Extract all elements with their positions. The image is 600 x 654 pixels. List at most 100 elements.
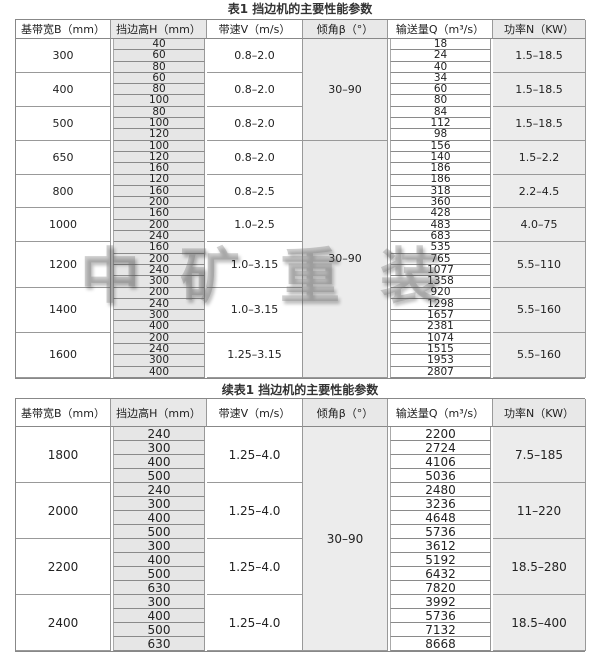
- capacity-cell: 2480: [390, 483, 491, 497]
- belt-width-cell: 300: [16, 39, 111, 73]
- capacity-cell: 186: [390, 163, 491, 175]
- flange-height-cell: 240: [113, 427, 205, 441]
- capacity-cell: 535: [390, 242, 491, 254]
- flange-height-cell: 400: [113, 366, 205, 378]
- belt-speed-cell: 0.8–2.0: [207, 140, 303, 175]
- table1: 基带宽B（mm） 挡边高H（mm） 带速V（m/s） 倾角β（°） 输送量Q（m³/s）…: [15, 19, 586, 379]
- flange-height-cell: 400: [113, 609, 205, 623]
- capacity-cell: 4106: [390, 455, 491, 469]
- flange-height-cell: 240: [113, 298, 205, 311]
- flange-height-cell: 500: [113, 623, 205, 637]
- column-header: 功率N（KW）: [493, 20, 586, 39]
- flange-height-cell: 240: [113, 344, 205, 356]
- column-header: 输送量Q（m³/s）: [388, 399, 493, 427]
- belt-width-cell: 800: [16, 174, 111, 209]
- flange-height-cell: 400: [113, 553, 205, 567]
- belt-speed-cell: 1.25–4.0: [207, 595, 303, 651]
- belt-speed-cell: 1.0–2.5: [207, 208, 303, 243]
- flange-height-cell: 60: [113, 72, 205, 85]
- belt-speed-cell: 1.25–4.0: [207, 483, 303, 539]
- capacity-cell: 2381: [390, 321, 491, 333]
- column-header: 挡边高H（mm）: [111, 399, 207, 427]
- power-cell: 5.5–160: [493, 332, 586, 378]
- flange-height-cell: 630: [113, 581, 205, 595]
- capacity-cell: 1358: [390, 276, 491, 288]
- capacity-cell: 80: [390, 95, 491, 107]
- power-cell: 1.5–2.2: [493, 140, 586, 175]
- capacity-cell: 140: [390, 151, 491, 164]
- flange-height-cell: 100: [113, 95, 205, 107]
- capacity-cell: 7132: [390, 623, 491, 637]
- power-cell: 1.5–18.5: [493, 39, 586, 73]
- flange-height-cell: 240: [113, 231, 205, 243]
- capacity-cell: 1953: [390, 355, 491, 367]
- flange-height-cell: 80: [113, 61, 205, 73]
- column-header: 输送量Q（m³/s）: [388, 20, 493, 39]
- belt-speed-cell: 1.25–3.15: [207, 332, 303, 378]
- flange-height-cell: 200: [113, 197, 205, 209]
- flange-height-cell: 100: [113, 140, 205, 152]
- flange-height-cell: 100: [113, 118, 205, 130]
- flange-height-cell: 160: [113, 208, 205, 220]
- capacity-cell: 24: [390, 50, 491, 62]
- capacity-cell: 112: [390, 118, 491, 130]
- power-cell: 11–220: [493, 483, 586, 539]
- power-cell: 5.5–110: [493, 242, 586, 288]
- flange-height-cell: 160: [113, 185, 205, 198]
- flange-height-cell: 300: [113, 539, 205, 553]
- flange-height-cell: 80: [113, 84, 205, 96]
- capacity-cell: 40: [390, 61, 491, 73]
- capacity-cell: 1298: [390, 298, 491, 311]
- flange-height-cell: 60: [113, 50, 205, 62]
- column-header: 功率N（KW）: [493, 399, 586, 427]
- capacity-cell: 5736: [390, 525, 491, 539]
- capacity-cell: 6432: [390, 567, 491, 581]
- capacity-cell: 156: [390, 140, 491, 152]
- capacity-cell: 1077: [390, 264, 491, 277]
- capacity-cell: 3236: [390, 497, 491, 511]
- table1-title: 表1 挡边机的主要性能参数: [227, 2, 373, 16]
- flange-height-cell: 500: [113, 525, 205, 539]
- capacity-cell: 2807: [390, 366, 491, 378]
- flange-height-cell: 400: [113, 455, 205, 469]
- belt-width-cell: 1600: [16, 332, 111, 378]
- capacity-cell: 4648: [390, 511, 491, 525]
- column-header: 挡边高H（mm）: [111, 20, 207, 39]
- power-cell: 5.5–160: [493, 287, 586, 333]
- flange-height-cell: 160: [113, 163, 205, 175]
- power-cell: 18.5–400: [493, 595, 586, 651]
- flange-height-cell: 300: [113, 310, 205, 322]
- flange-height-cell: 400: [113, 511, 205, 525]
- capacity-cell: 483: [390, 219, 491, 232]
- belt-width-cell: 650: [16, 140, 111, 175]
- belt-speed-cell: 1.25–4.0: [207, 427, 303, 483]
- capacity-cell: 683: [390, 231, 491, 243]
- angle-cell: 30–90: [303, 140, 388, 378]
- belt-speed-cell: 0.8–2.0: [207, 39, 303, 73]
- belt-speed-cell: 1.25–4.0: [207, 539, 303, 595]
- flange-height-cell: 200: [113, 332, 205, 345]
- flange-height-cell: 300: [113, 497, 205, 511]
- capacity-cell: 5036: [390, 469, 491, 483]
- capacity-cell: 5736: [390, 609, 491, 623]
- capacity-cell: 920: [390, 287, 491, 299]
- power-cell: 18.5–280: [493, 539, 586, 595]
- flange-height-cell: 500: [113, 469, 205, 483]
- capacity-cell: 1074: [390, 332, 491, 345]
- flange-height-cell: 80: [113, 106, 205, 119]
- capacity-cell: 360: [390, 197, 491, 209]
- power-cell: 2.2–4.5: [493, 174, 586, 209]
- flange-height-cell: 240: [113, 264, 205, 277]
- capacity-cell: 186: [390, 174, 491, 186]
- flange-height-cell: 630: [113, 637, 205, 651]
- capacity-cell: 428: [390, 208, 491, 220]
- capacity-cell: 60: [390, 84, 491, 96]
- power-cell: 1.5–18.5: [493, 72, 586, 107]
- flange-height-cell: 40: [113, 39, 205, 51]
- capacity-cell: 84: [390, 106, 491, 119]
- belt-width-cell: 1400: [16, 287, 111, 333]
- flange-height-cell: 120: [113, 129, 205, 141]
- angle-cell: 30–90: [303, 427, 388, 651]
- capacity-cell: 1657: [390, 310, 491, 322]
- flange-height-cell: 300: [113, 595, 205, 609]
